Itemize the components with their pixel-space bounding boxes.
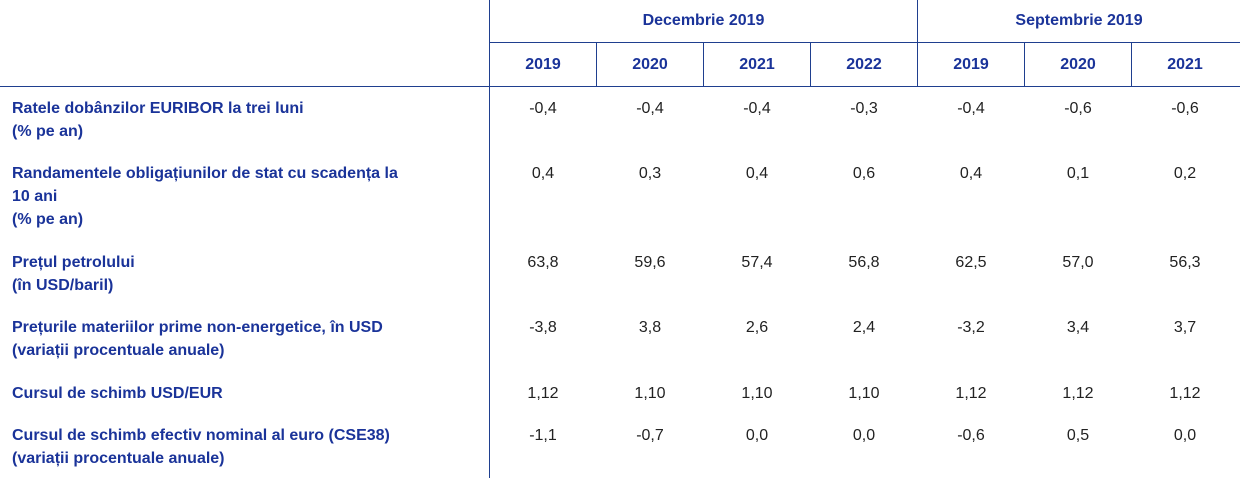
table-cell: 59,6	[634, 254, 666, 271]
year-divider	[1024, 43, 1025, 86]
year-header: 2020	[1060, 56, 1096, 73]
table-cell: 57,4	[741, 254, 773, 271]
year-header: 2022	[846, 56, 882, 73]
year-header: 2021	[1167, 56, 1203, 73]
year-header: 2019	[525, 56, 561, 73]
row-label-line: Ratele dobânzilor EURIBOR la trei luni	[12, 100, 304, 117]
table-cell: 0,0	[852, 427, 876, 444]
table-cell: 3,8	[638, 319, 662, 336]
year-divider	[1131, 43, 1132, 86]
row-label-effective-exchange-rate: Cursul de schimb efectiv nominal al euro…	[12, 424, 472, 470]
table-cell: 1,12	[527, 385, 559, 402]
row-label-bond-yields: Randamentele obligațiunilor de stat cu s…	[12, 162, 472, 231]
table-cell: -3,2	[957, 319, 985, 336]
table-cell: 0,3	[638, 165, 662, 182]
group-header-decembrie-2019: Decembrie 2019	[642, 12, 765, 29]
table-cell: 0,4	[959, 165, 983, 182]
table-cell: -0,4	[636, 100, 664, 117]
row-label-oil-price: Prețul petrolului (în USD/baril)	[12, 251, 472, 297]
table-cell: 63,8	[527, 254, 559, 271]
table-cell: 1,12	[955, 385, 987, 402]
table-cell: 0,1	[1066, 165, 1090, 182]
row-label-commodity-prices: Prețurile materiilor prime non-energetic…	[12, 316, 472, 362]
row-label-line: (variații procentuale anuale)	[12, 342, 225, 359]
table-cell: -0,4	[957, 100, 985, 117]
year-divider	[810, 43, 811, 86]
row-label-line: Cursul de schimb efectiv nominal al euro…	[12, 427, 390, 444]
year-header: 2020	[632, 56, 668, 73]
table-cell: -0,3	[850, 100, 878, 117]
year-divider	[703, 43, 704, 86]
table-cell: 56,8	[848, 254, 880, 271]
table-cell: 56,3	[1169, 254, 1201, 271]
table-cell: 3,7	[1173, 319, 1197, 336]
table-cell: -0,4	[743, 100, 771, 117]
group-divider-vertical	[917, 0, 918, 86]
row-label-line: (% pe an)	[12, 211, 84, 228]
table-cell: 1,10	[848, 385, 880, 402]
row-label-line: Cursul de schimb USD/EUR	[12, 385, 223, 402]
table-cell: -3,8	[529, 319, 557, 336]
table-cell: 0,2	[1173, 165, 1197, 182]
table-cell: 0,0	[1173, 427, 1197, 444]
year-divider	[596, 43, 597, 86]
table-cell: -0,6	[957, 427, 985, 444]
table-cell: -0,7	[636, 427, 664, 444]
row-label-line: Prețurile materiilor prime non-energetic…	[12, 319, 383, 336]
row-label-line: (variații procentuale anuale)	[12, 450, 225, 467]
table-cell: -0,6	[1064, 100, 1092, 117]
table-cell: 0,4	[745, 165, 769, 182]
table-cell: 1,10	[634, 385, 666, 402]
table-cell: 0,5	[1066, 427, 1090, 444]
row-label-euribor: Ratele dobânzilor EURIBOR la trei luni (…	[12, 97, 472, 143]
row-label-line: (în USD/baril)	[12, 277, 114, 294]
year-header: 2021	[739, 56, 775, 73]
table-cell: 1,12	[1169, 385, 1201, 402]
table-cell: -1,1	[529, 427, 557, 444]
table-divider-vertical	[489, 0, 490, 478]
group-header-septembrie-2019: Septembrie 2019	[1015, 12, 1143, 29]
row-label-line: Randamentele obligațiunilor de stat cu s…	[12, 165, 398, 182]
table-cell: 2,4	[852, 319, 876, 336]
year-header: 2019	[953, 56, 989, 73]
row-label-line: 10 ani	[12, 188, 58, 205]
table-cell: -0,4	[529, 100, 557, 117]
table-cell: 57,0	[1062, 254, 1094, 271]
row-label-usd-eur: Cursul de schimb USD/EUR	[12, 382, 472, 405]
table-cell: 3,4	[1066, 319, 1090, 336]
table-cell: 1,12	[1062, 385, 1094, 402]
table-cell: 62,5	[955, 254, 987, 271]
table-cell: -0,6	[1171, 100, 1199, 117]
table-cell: 1,10	[741, 385, 773, 402]
header-bottom-rule	[0, 86, 1240, 87]
group-header-underline	[489, 42, 1240, 43]
table-cell: 0,4	[531, 165, 555, 182]
row-label-line: Prețul petrolului	[12, 254, 135, 271]
table-cell: 0,0	[745, 427, 769, 444]
table-cell: 2,6	[745, 319, 769, 336]
table-cell: 0,6	[852, 165, 876, 182]
row-label-line: (% pe an)	[12, 123, 84, 140]
